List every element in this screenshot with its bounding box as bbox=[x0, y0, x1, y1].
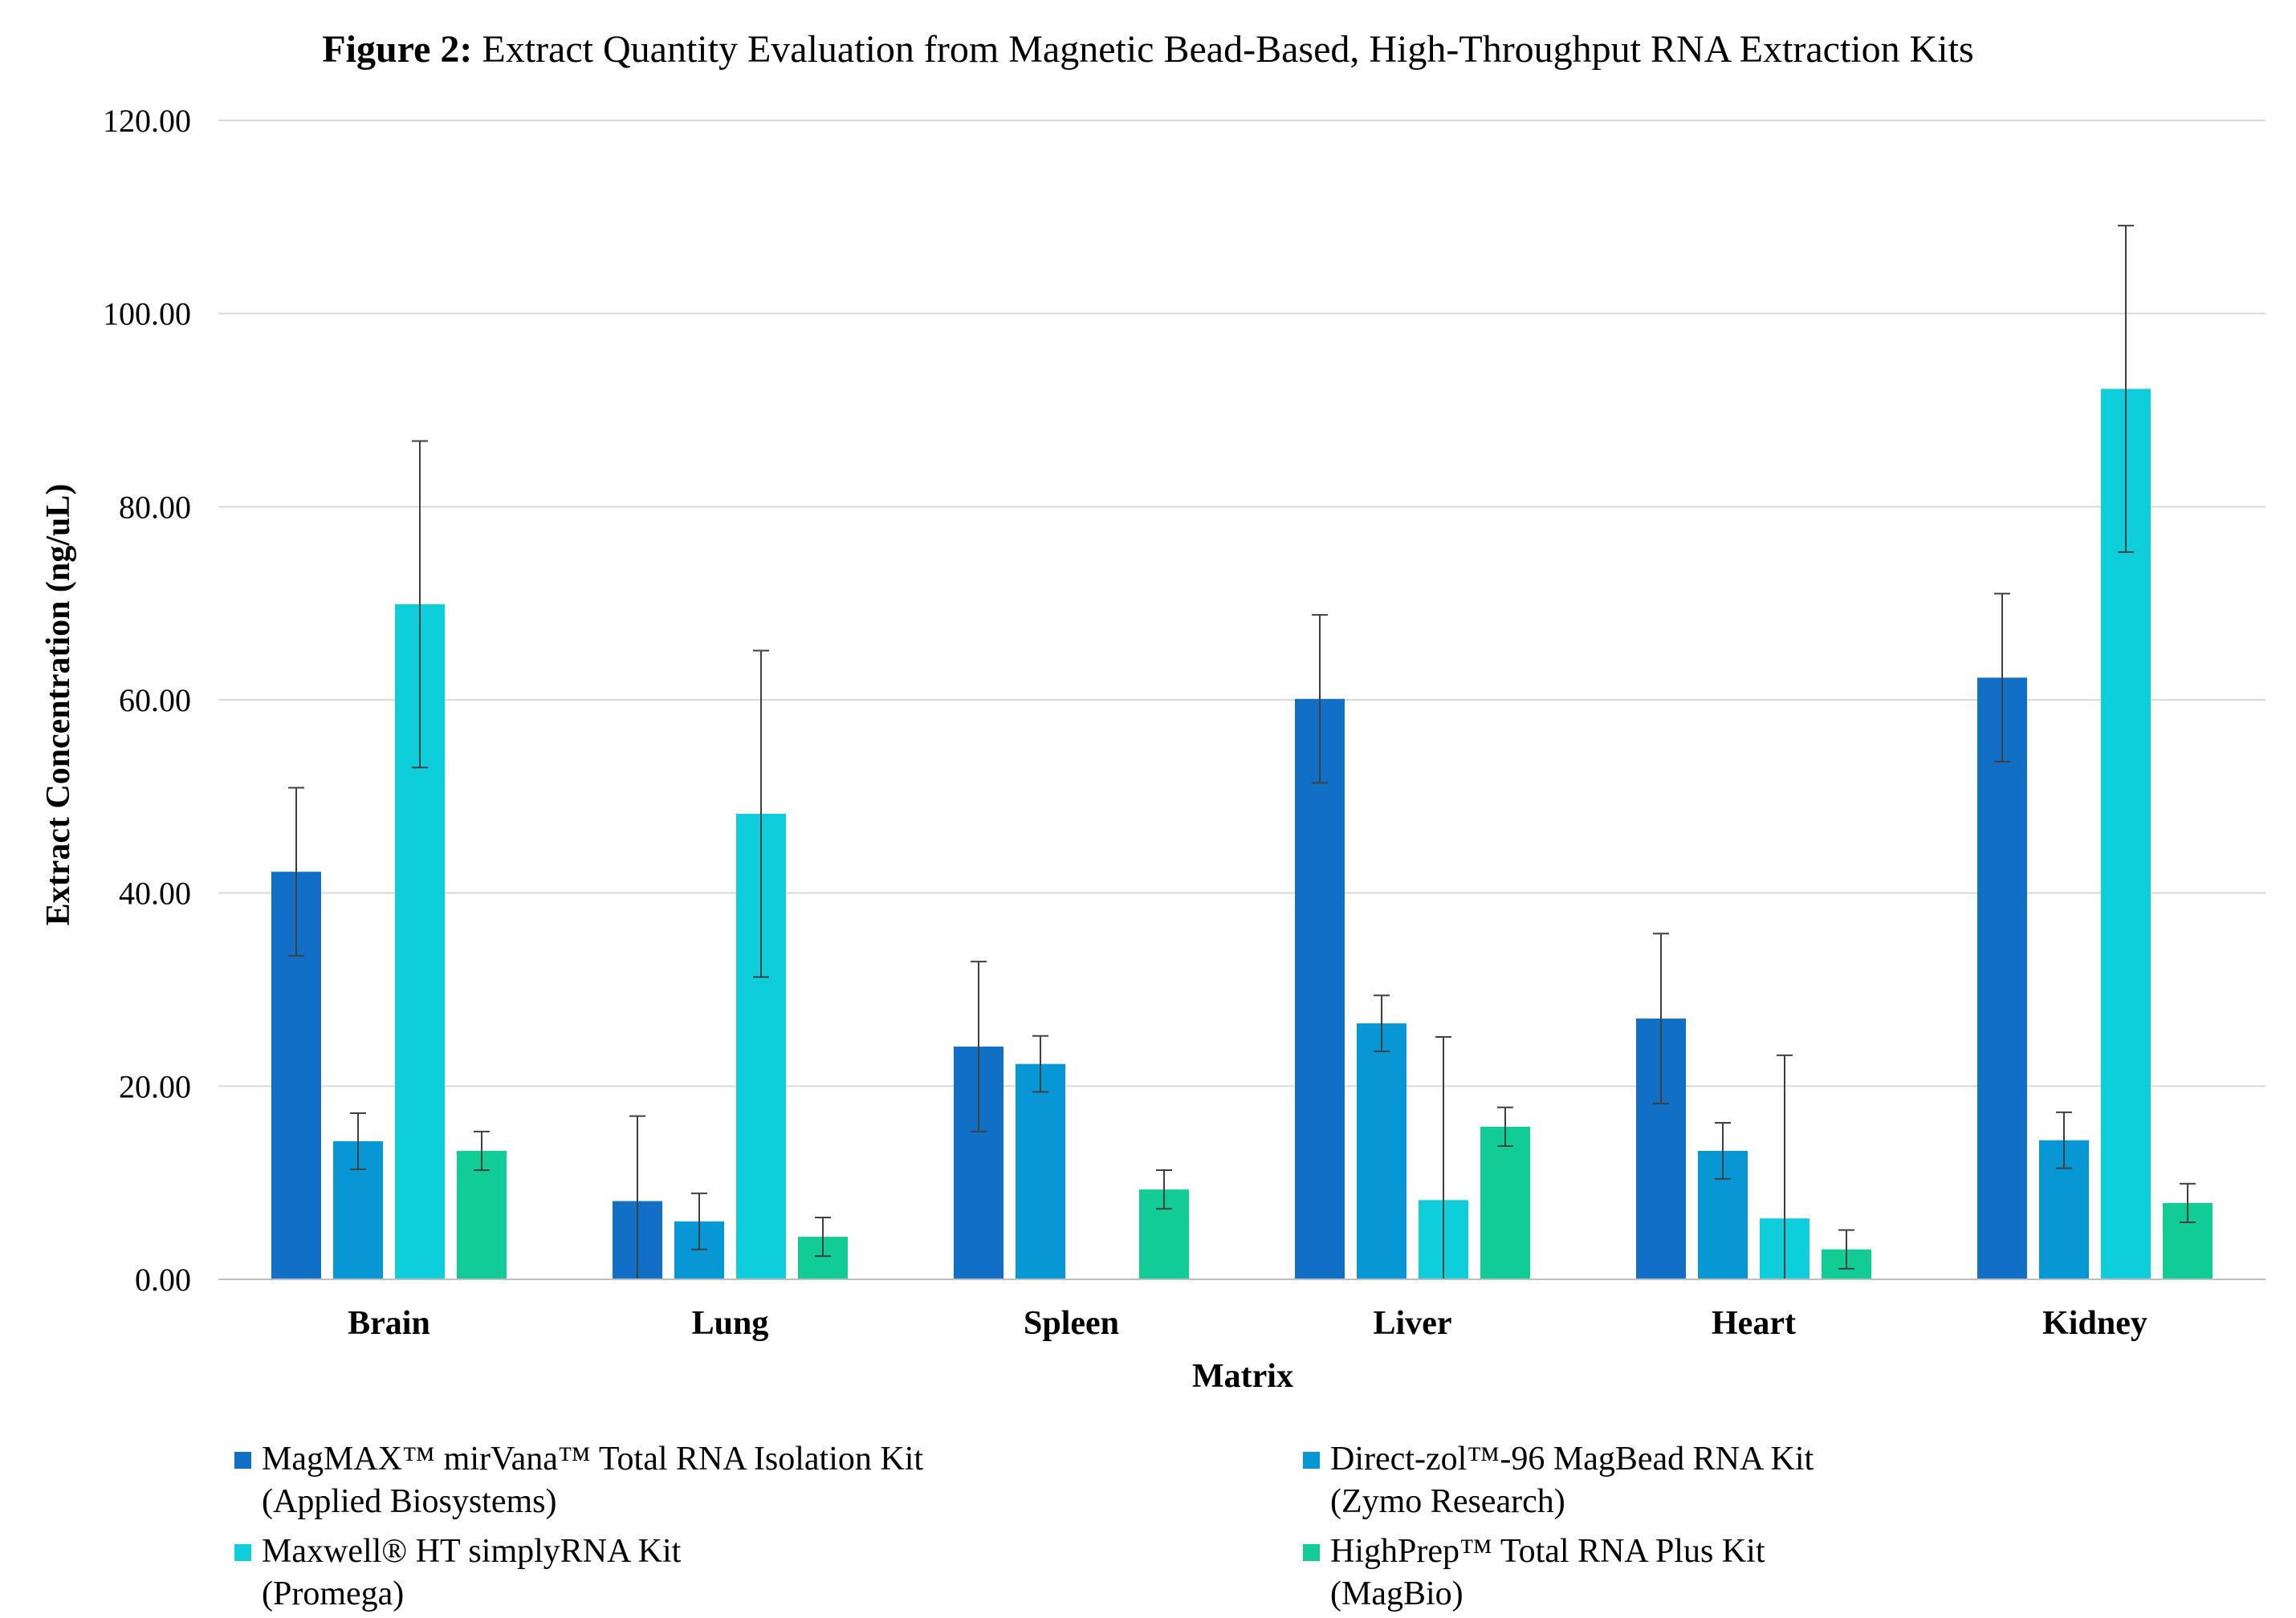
error-bar bbox=[691, 1192, 707, 1250]
bars bbox=[271, 388, 2213, 1280]
error-bar bbox=[412, 440, 428, 769]
error-bar bbox=[1032, 1035, 1048, 1093]
x-axis-label: Matrix bbox=[1192, 1358, 1293, 1395]
x-tick-label: Brain bbox=[348, 1305, 430, 1342]
error-bar bbox=[474, 1130, 490, 1172]
y-tick-label: 20.00 bbox=[119, 1068, 191, 1104]
x-tick-label: Kidney bbox=[2042, 1305, 2147, 1342]
chart-title-text: Extract Quantity Evaluation from Magneti… bbox=[472, 28, 1974, 71]
error-bar bbox=[1312, 614, 1328, 784]
bar bbox=[1480, 1126, 1530, 1279]
error-bar bbox=[288, 787, 304, 957]
bar bbox=[1357, 1023, 1407, 1279]
error-bar bbox=[1374, 994, 1390, 1053]
error-bar bbox=[1653, 933, 1669, 1104]
error-bar bbox=[1715, 1122, 1731, 1180]
bar bbox=[1295, 698, 1345, 1279]
y-tick-label: 60.00 bbox=[119, 682, 191, 718]
error-bar bbox=[2180, 1182, 2196, 1224]
y-tick-label: 120.00 bbox=[103, 103, 191, 139]
x-tick-label: Spleen bbox=[1024, 1305, 1119, 1342]
y-tick-label: 100.00 bbox=[103, 296, 191, 332]
x-tick-label: Liver bbox=[1374, 1305, 1452, 1342]
error-bar bbox=[1156, 1169, 1172, 1210]
error-bar bbox=[971, 961, 987, 1132]
error-bars bbox=[288, 225, 2196, 1280]
error-bar bbox=[2118, 225, 2134, 553]
y-axis-label: Extract Concentration (ng/uL) bbox=[40, 484, 77, 926]
error-bar bbox=[1838, 1229, 1854, 1270]
y-tick-label: 80.00 bbox=[119, 489, 191, 525]
bar bbox=[1016, 1063, 1065, 1279]
x-tick-label: Lung bbox=[692, 1305, 769, 1342]
error-bar bbox=[350, 1112, 366, 1170]
bar bbox=[1977, 677, 2027, 1279]
axes: 0.00 20.00 40.00 60.00 80.00 100.00 120.00 Brai… bbox=[103, 103, 2265, 1342]
error-bar bbox=[815, 1216, 831, 1258]
x-tick-label: Heart bbox=[1712, 1305, 1796, 1342]
chart-title: Figure 2: Extract Quantity Evaluation fr… bbox=[0, 27, 2296, 71]
gridlines bbox=[218, 120, 2265, 1087]
error-bar bbox=[1497, 1106, 1513, 1147]
chart-title-lead: Figure 2: bbox=[322, 28, 473, 71]
error-bar bbox=[753, 649, 769, 978]
error-bar bbox=[2056, 1111, 2072, 1169]
error-bar bbox=[1994, 592, 2010, 763]
y-tick-label: 0.00 bbox=[135, 1262, 191, 1298]
bar bbox=[457, 1150, 507, 1279]
y-tick-label: 40.00 bbox=[119, 876, 191, 912]
